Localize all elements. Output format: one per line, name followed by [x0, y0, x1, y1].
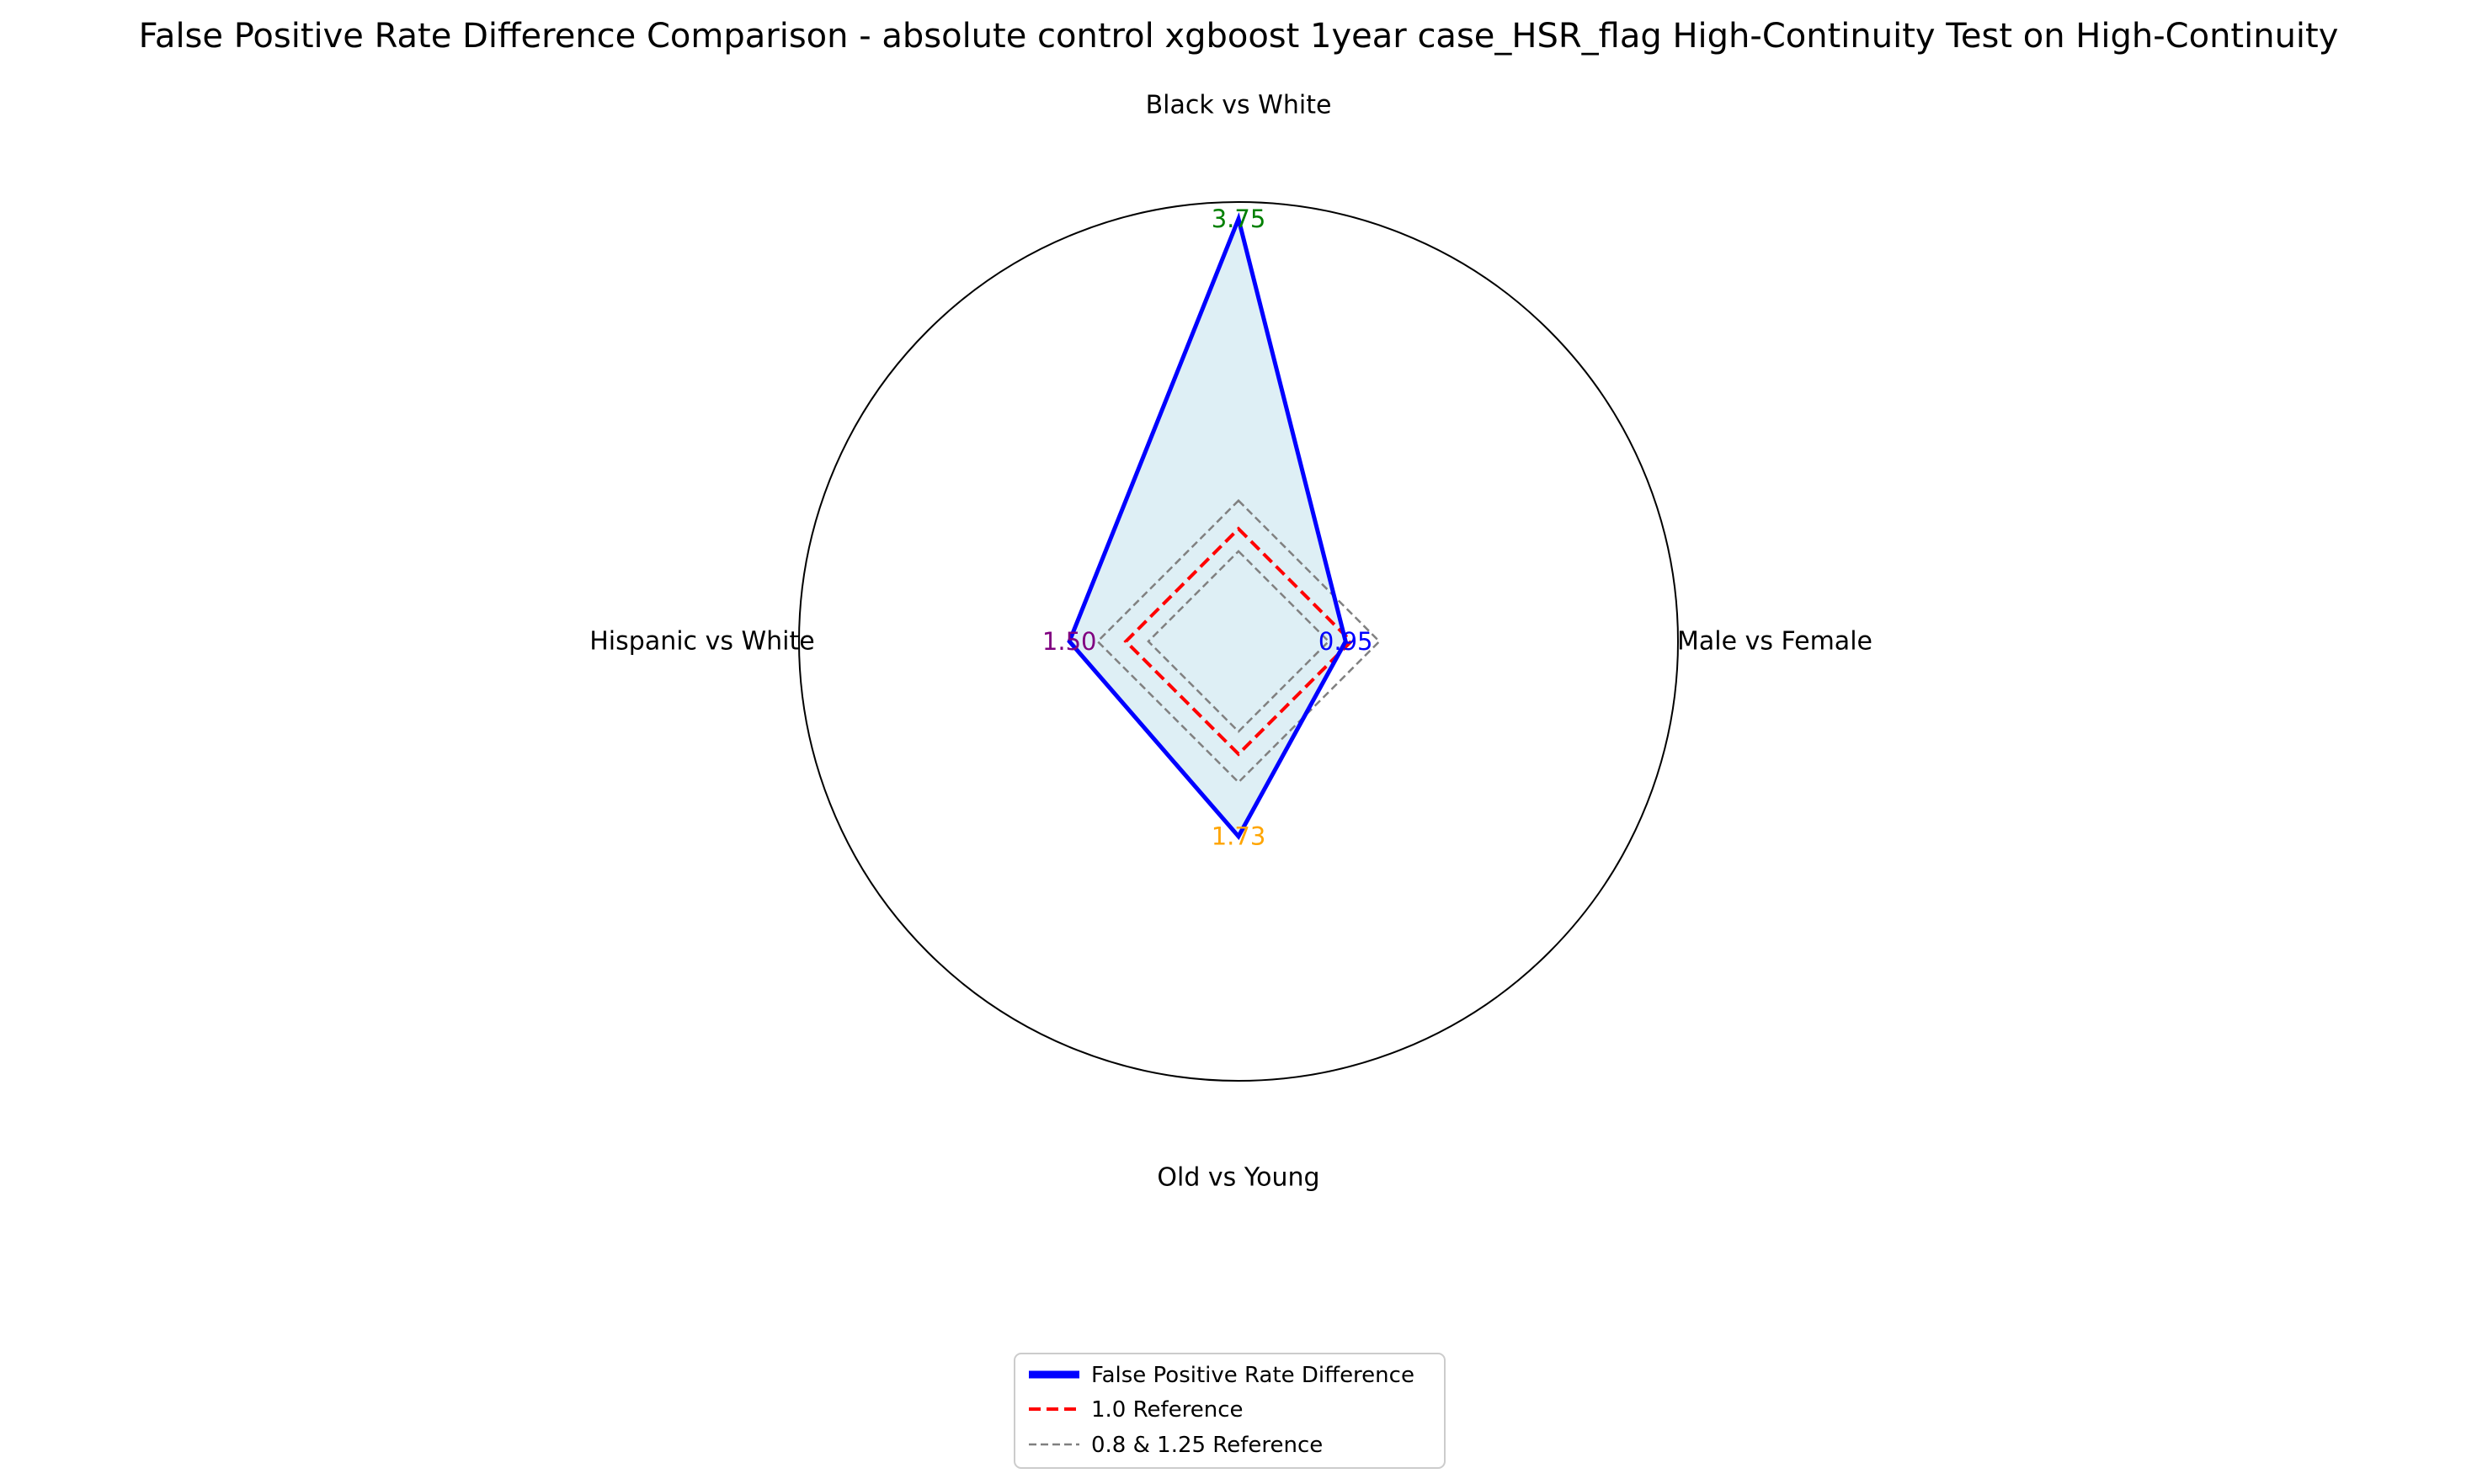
value-label-old-vs-young: 1.73	[1212, 822, 1266, 851]
chart-title: False Positive Rate Difference Compariso…	[139, 17, 2339, 56]
legend-label-reference-1.0: 1.0 Reference	[1091, 1397, 1244, 1423]
value-label-black-vs-white: 3.75	[1212, 205, 1266, 233]
axis-label-hispanic-vs-white: Hispanic vs White	[589, 627, 814, 657]
data-value-labels: 3.75 0.95 1.73 1.50	[1042, 205, 1373, 851]
legend-label-fpr-difference: False Positive Rate Difference	[1091, 1363, 1414, 1388]
category-axis-labels: Black vs White Male vs Female Old vs Young…	[589, 91, 1872, 1193]
value-label-hispanic-vs-white: 1.50	[1042, 627, 1097, 656]
reference-0.8-polygon	[1147, 550, 1330, 733]
legend-label-reference-0.8-1.25: 0.8 & 1.25 Reference	[1091, 1433, 1323, 1458]
legend: False Positive Rate Difference 1.0 Refer…	[1014, 1353, 1446, 1469]
polar-frame-circle	[798, 201, 1679, 1082]
reference-1.0-polygon	[1123, 526, 1354, 757]
axis-label-black-vs-white: Black vs White	[1146, 91, 1332, 120]
axis-label-male-vs-female: Male vs Female	[1677, 627, 1872, 657]
axis-label-old-vs-young: Old vs Young	[1157, 1163, 1319, 1193]
legend-frame	[1014, 1353, 1446, 1469]
fpr-difference-area	[1069, 219, 1346, 837]
fpr-difference-line	[1067, 212, 1348, 840]
value-label-male-vs-female: 0.95	[1318, 627, 1373, 656]
